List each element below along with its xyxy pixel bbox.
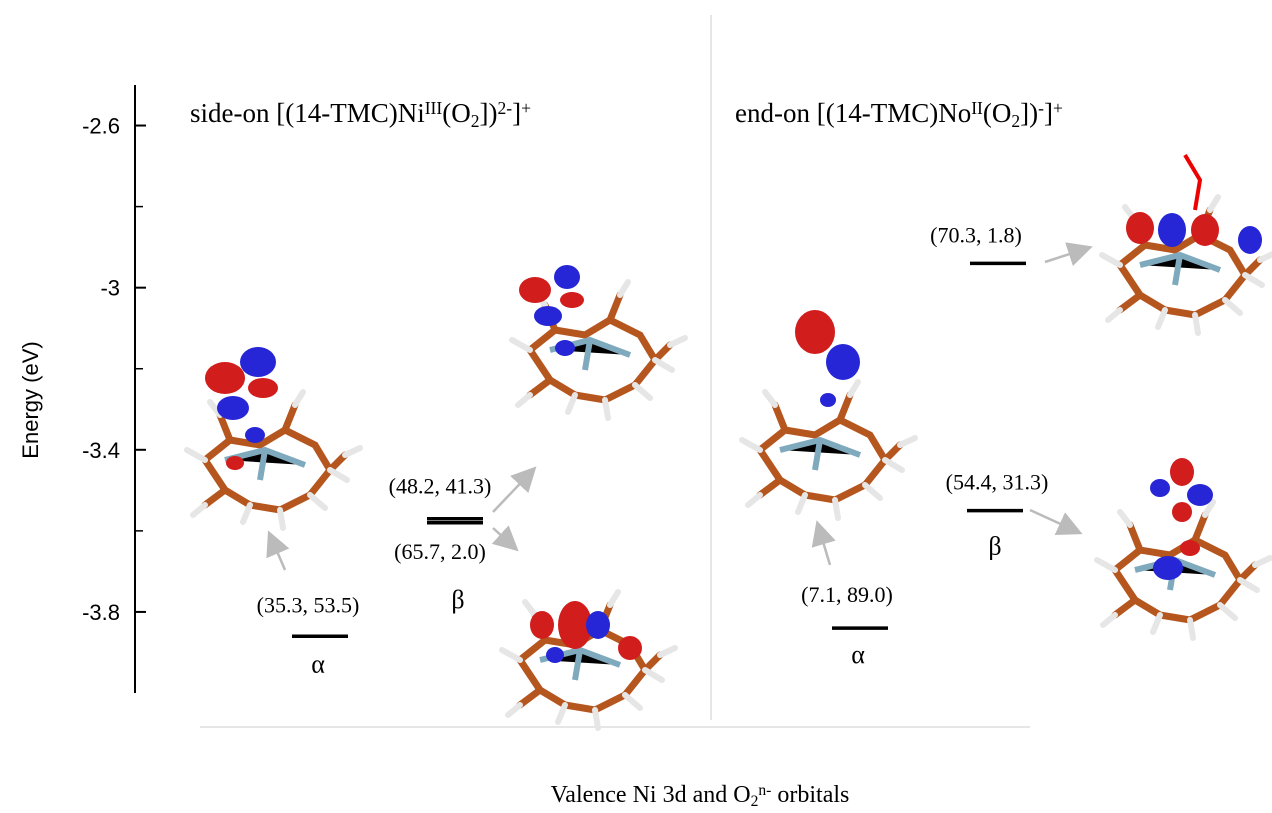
panel-title: side-on [(14-TMC)NiIII​(O2​])2-​]+​ (190, 98, 531, 131)
text-part: ]) (1020, 98, 1038, 128)
level-label: (35.3, 53.5) (257, 592, 360, 617)
level-label: (7.1, 89.0) (801, 582, 893, 607)
molecule (187, 347, 360, 528)
text-part: Valence Ni 3d and O (551, 782, 751, 808)
spin-label: β (451, 585, 464, 614)
y-tick-label: -3.4 (82, 438, 120, 463)
text-part: ] (1044, 98, 1053, 128)
spin-label: α (851, 640, 865, 669)
text-part: ] (512, 98, 521, 128)
molecule (502, 592, 675, 728)
text-part: 2 (1011, 111, 1020, 131)
level-label: (65.7, 2.0) (394, 539, 486, 564)
y-axis-label: Energy (eV) (18, 341, 43, 458)
arrow (270, 248, 1088, 570)
molecule (512, 265, 685, 418)
figure: Energy (eV) Valence Ni 3d and O2​n-​ orb… (0, 0, 1272, 813)
text-part: (O (442, 98, 471, 128)
level-label: (48.2, 41.3) (389, 474, 492, 499)
text-part: + (521, 98, 531, 118)
spin-label: α (311, 649, 325, 678)
text-part: 2 (471, 111, 480, 131)
text-part: n- (758, 782, 771, 799)
text-part: orbitals (771, 782, 849, 808)
text-part: ]) (480, 98, 498, 128)
text-part: end-on [(14-TMC)No (735, 98, 971, 128)
y-tick-label: -3 (100, 276, 120, 301)
text-part: + (1053, 98, 1063, 118)
molecule (1097, 458, 1270, 638)
molecule (1102, 155, 1272, 333)
level-label: (70.3, 1.8) (930, 222, 1022, 247)
text-part: (O (983, 98, 1012, 128)
molecule (742, 310, 915, 518)
spin-label: β (988, 532, 1001, 561)
text-part: 2 (751, 793, 759, 810)
text-part: 2- (497, 98, 512, 118)
level-label: (54.4, 31.3) (946, 470, 1049, 495)
text-part: side-on [(14-TMC)Ni (190, 98, 425, 128)
x-axis-label: Valence Ni 3d and O2​n-​ orbitals (551, 782, 850, 810)
text-part: III (425, 98, 443, 118)
y-tick-label: -3.8 (82, 600, 120, 625)
y-tick-label: -2.6 (82, 114, 120, 139)
text-part: II (971, 98, 983, 118)
panel-title: end-on [(14-TMC)NoII​(O2​])-​]+​ (735, 98, 1063, 131)
